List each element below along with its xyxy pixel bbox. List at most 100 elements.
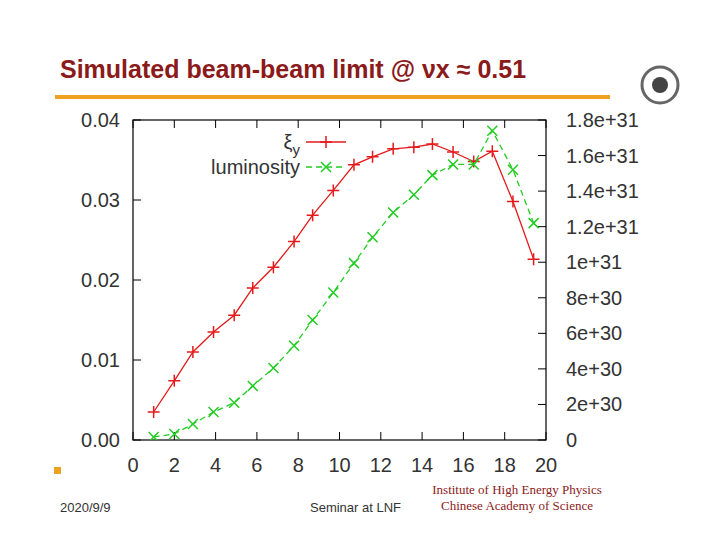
x-tick: [339, 432, 340, 440]
y2-tick-label: 8e+30: [566, 287, 622, 309]
point: [288, 236, 300, 248]
x-tick: [463, 120, 464, 128]
point: [168, 375, 180, 387]
point: [188, 419, 198, 429]
x-tick-label: 16: [452, 454, 474, 476]
x-tick-label: 20: [535, 454, 557, 476]
legend-label: luminosity: [211, 156, 300, 178]
y2-tick: [538, 368, 546, 369]
point: [228, 309, 240, 321]
legend-marker: [320, 136, 332, 148]
plot-area: [148, 126, 540, 440]
x-tick: [546, 432, 547, 440]
point: [327, 184, 339, 196]
slide: Simulated beam-beam limit @ νx ≈ 0.51024…: [0, 0, 720, 540]
x-tick-label: 2: [169, 454, 180, 476]
point: [328, 287, 338, 297]
y2-tick-label: 1.8e+31: [566, 109, 639, 131]
point: [486, 145, 498, 157]
point: [487, 126, 497, 136]
x-tick-label: 6: [251, 454, 262, 476]
point: [529, 218, 539, 228]
point: [187, 346, 199, 358]
point: [349, 258, 359, 268]
y-tick-label: 0.01: [81, 349, 120, 371]
point: [209, 407, 219, 417]
x-tick: [256, 432, 257, 440]
footer-date: 2020/9/9: [60, 500, 111, 515]
y2-tick: [538, 404, 546, 405]
point: [149, 432, 159, 440]
x-tick: [504, 432, 505, 440]
point: [528, 253, 540, 265]
point: [348, 159, 360, 171]
y2-tick-label: 4e+30: [566, 358, 622, 380]
y-tick-label: 0.02: [81, 269, 120, 291]
y2-tick-label: 6e+30: [566, 322, 622, 344]
point: [447, 146, 459, 158]
x-tick: [422, 432, 423, 440]
point: [208, 326, 220, 338]
x-tick: [215, 120, 216, 128]
title: Simulated beam-beam limit @ νx ≈ 0.51: [60, 55, 526, 83]
x-tick-label: 4: [210, 454, 221, 476]
point: [267, 261, 279, 273]
footer-event: Seminar at LNF: [310, 500, 401, 515]
point: [289, 341, 299, 351]
x-tick: [380, 120, 381, 128]
point: [469, 159, 479, 169]
logo-ring: [642, 67, 678, 103]
x-tick: [133, 120, 134, 128]
series-1: [149, 126, 539, 440]
y2-tick: [538, 333, 546, 334]
x-tick-label: 10: [328, 454, 350, 476]
logo-core: [652, 77, 668, 93]
point: [448, 159, 458, 169]
y2-tick: [538, 191, 546, 192]
y2-tick-label: 1.4e+31: [566, 180, 639, 202]
y2-tick-label: 1.6e+31: [566, 145, 639, 167]
legend: ξyluminosity: [211, 131, 346, 178]
y2-tick: [538, 440, 546, 441]
y2-tick: [538, 120, 546, 121]
x-tick: [298, 432, 299, 440]
point: [169, 429, 179, 439]
point: [426, 138, 438, 150]
series-line: [154, 131, 534, 437]
x-tick-label: 18: [494, 454, 516, 476]
y-tick: [133, 280, 141, 281]
point: [508, 165, 518, 175]
footer-institute: Chinese Academy of Science: [441, 498, 593, 513]
point: [367, 151, 379, 163]
y2-tick-label: 1e+31: [566, 251, 622, 273]
point: [229, 398, 239, 408]
y-tick: [133, 360, 141, 361]
x-tick: [463, 432, 464, 440]
y-tick: [133, 200, 141, 201]
y2-tick: [538, 226, 546, 227]
footer-institute: Institute of High Energy Physics: [432, 482, 601, 497]
y-tick-label: 0.00: [81, 429, 120, 451]
x-tick-label: 14: [411, 454, 433, 476]
x-tick: [380, 432, 381, 440]
point: [427, 170, 437, 180]
y-tick-label: 0.04: [81, 109, 120, 131]
y-tick-label: 0.03: [81, 189, 120, 211]
x-tick: [256, 120, 257, 128]
plot-frame: [133, 120, 546, 440]
x-tick: [546, 120, 547, 128]
point: [409, 190, 419, 200]
legend-label: ξy: [284, 131, 301, 158]
x-tick: [422, 120, 423, 128]
y2-tick: [538, 262, 546, 263]
logo: [642, 67, 678, 103]
y-tick: [133, 440, 141, 441]
y2-tick: [538, 297, 546, 298]
x-tick: [504, 120, 505, 128]
point: [368, 232, 378, 242]
y2-tick-label: 2e+30: [566, 393, 622, 415]
point: [388, 207, 398, 217]
point: [247, 282, 259, 294]
point: [308, 315, 318, 325]
point: [148, 406, 160, 418]
